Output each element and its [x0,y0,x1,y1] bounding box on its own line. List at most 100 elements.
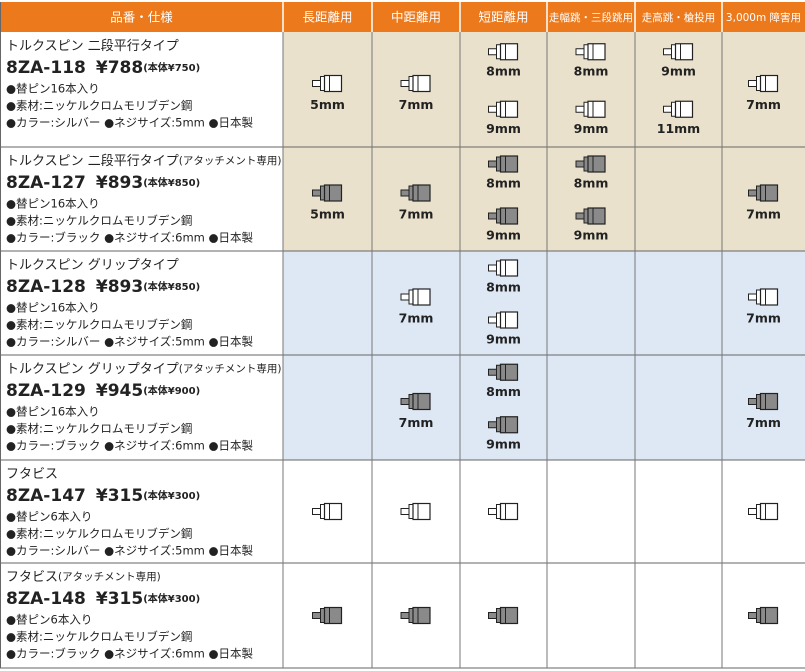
spike-body [412,184,431,202]
base-price: (本体¥850) [143,280,200,293]
size-area [283,563,805,668]
code-price: 8ZA-118 ¥788(本体¥750) [6,58,200,78]
base-price: (本体¥850) [143,176,200,189]
spike-icon [400,392,431,411]
spike-icon [575,100,606,118]
spike-icon [488,43,519,61]
spike-icon [748,288,779,306]
product-code: 8ZA-147 [6,486,86,506]
spec-cell [0,251,283,355]
spike-body [412,606,431,625]
spike-icon [488,502,519,521]
spike-tip [488,368,497,376]
name-text: トルクスピン グリップタイプ [6,362,179,377]
spike-tip [488,264,497,272]
spec-cell [0,147,283,251]
spike-tip [575,160,585,168]
spike-body [499,363,519,381]
header-cell: 短距離用 [478,10,528,25]
spike-icon [575,155,606,173]
spike-body [499,416,519,434]
spike-collar [496,504,501,519]
spike-collar [408,185,414,201]
size-label: 9mm [661,63,696,78]
spike-icon [748,74,779,93]
spec-line: ●替ピン16本入り [6,405,100,419]
spec-line: ●素材:ニッケルクロムモリブデン鋼 [6,422,192,436]
product-code: 8ZA-127 [6,173,86,193]
spike-icon [488,363,519,381]
price: ¥315 [96,486,143,506]
spec-line: ●替ピン16本入り [6,197,100,211]
spike-tip [488,212,497,220]
code-price: 8ZA-128 ¥893(本体¥850) [6,277,200,297]
spike-collar [496,417,501,433]
spike-icon [488,155,519,173]
spike-collar [408,608,414,623]
size-label: 8mm [486,63,521,78]
spike-tip [663,105,672,113]
spike-icon [400,606,431,625]
spec-cell [0,563,283,668]
spike-icon [488,259,519,277]
spike-icon [488,606,519,625]
spec-line: ●素材:ニッケルクロムモリブデン鋼 [6,99,192,113]
base-price: (本体¥300) [143,592,200,605]
name-text: トルクスピン 二段平行タイプ [6,39,179,54]
spike-icon [312,502,343,521]
name-note: (アタッチメント専用) [58,571,161,583]
spike-collar [320,608,325,623]
product-name: フタビス(アタッチメント専用) [6,570,161,585]
size-label: 7mm [399,415,434,430]
spike-collar [496,312,501,328]
spike-tip [400,612,410,619]
spike-tip [488,160,497,168]
spike-body [499,100,519,118]
spec-line: ●カラー:ブラック ●ネジサイズ:6mm ●日本製 [6,439,254,453]
spike-body [323,184,343,202]
name-text: トルクスピン グリップタイプ [6,258,179,273]
code-price: 8ZA-127 ¥893(本体¥850) [6,173,200,193]
size-label: 7mm [399,97,434,112]
spike-body [323,606,343,625]
price: ¥893 [96,173,143,193]
size-label: 9mm [486,332,521,347]
spike-collar [408,504,414,519]
spec-line: ●カラー:ブラック ●ネジサイズ:6mm ●日本製 [6,231,254,245]
product-code: 8ZA-129 [6,381,86,401]
size-area [283,355,805,460]
size-label: 5mm [310,207,345,222]
size-label: 9mm [574,228,609,243]
base-price: (本体¥900) [143,384,200,397]
spike-tip [400,293,410,301]
product-code: 8ZA-118 [6,58,86,78]
spike-collar [320,504,325,519]
header-cell: 長距離用 [302,10,352,25]
base-price: (本体¥300) [143,489,200,502]
spike-tip [400,80,410,87]
spike-body [759,184,779,202]
spike-icon [488,311,519,329]
spike-tip [488,508,497,515]
spike-tip [312,189,321,197]
size-label: 7mm [746,311,781,326]
spike-body [412,288,431,306]
spike-tip [575,212,585,220]
spec-line: ●素材:ニッケルクロムモリブデン鋼 [6,214,192,228]
size-label: 7mm [746,97,781,112]
spike-collar [408,76,414,91]
spike-tip [312,612,321,619]
spike-icon [663,100,694,118]
product-name: フタビス [6,467,58,482]
size-label: 9mm [486,436,521,451]
header-cell: 3,000m 障害用 [726,11,801,24]
spike-icon [400,502,431,521]
product-name: トルクスピン グリップタイプ [6,258,179,273]
spec-line: ●素材:ニッケルクロムモリブデン鋼 [6,630,192,644]
size-label: 8mm [574,176,609,191]
header-cell: 中距離用 [391,10,441,25]
price: ¥893 [96,277,143,297]
spike-tip [488,48,497,56]
spec-line: ●素材:ニッケルクロムモリブデン鋼 [6,527,192,541]
spec-line: ●替ピン6本入り [6,613,92,627]
